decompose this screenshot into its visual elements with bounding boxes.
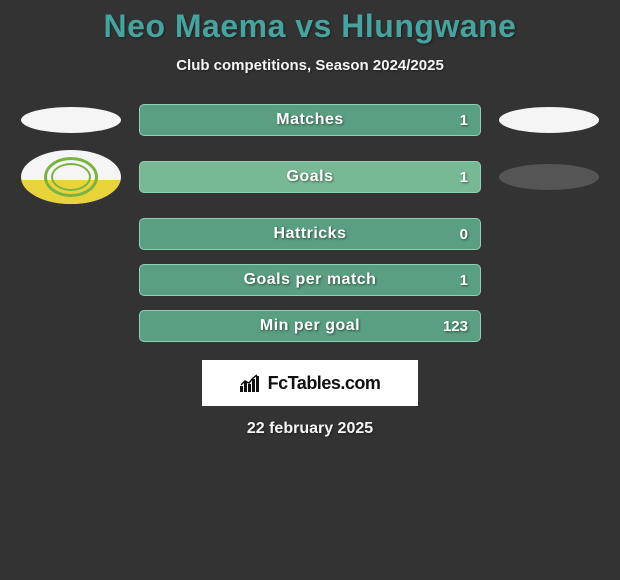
stat-row: Goals per match 1 [0,264,620,296]
stat-label: Hattricks [274,225,347,243]
stat-label: Matches [276,111,344,129]
stat-label: Goals [287,168,334,186]
stat-bar-matches: Matches 1 [139,104,481,136]
stat-bar-goals: Goals 1 [139,161,481,193]
stat-row: Min per goal 123 [0,310,620,342]
date-line: 22 february 2025 [0,420,620,438]
stat-value: 0 [460,226,468,243]
brand-box: FcTables.com [202,360,418,406]
stat-value: 1 [460,169,468,186]
left-badge [21,107,121,133]
player-badge-icon [21,107,121,133]
stat-bar-hattricks: Hattricks 0 [139,218,481,250]
stat-value: 1 [460,112,468,129]
subtitle: Club competitions, Season 2024/2025 [0,57,620,74]
right-badge [499,107,599,133]
spacer [21,267,121,293]
stat-row: Goals 1 [0,150,620,204]
stat-label: Goals per match [244,271,377,289]
page-title: Neo Maema vs Hlungwane [0,8,620,45]
stat-row: Hattricks 0 [0,218,620,250]
left-badge [21,150,121,204]
brand-text: FcTables.com [268,373,381,394]
spacer [499,221,599,247]
stat-row: Matches 1 [0,104,620,136]
player-badge-icon [499,164,599,190]
spacer [499,313,599,339]
brand-chart-icon [240,374,262,392]
player-badge-icon [499,107,599,133]
spacer [21,313,121,339]
stat-bar-mpg: Min per goal 123 [139,310,481,342]
spacer [499,267,599,293]
stat-label: Min per goal [260,317,360,335]
stat-value: 123 [443,318,468,335]
stat-value: 1 [460,272,468,289]
stat-bar-gpm: Goals per match 1 [139,264,481,296]
right-badge [499,164,599,190]
club-logo-icon [21,150,121,204]
comparison-card: Neo Maema vs Hlungwane Club competitions… [0,0,620,438]
spacer [21,221,121,247]
